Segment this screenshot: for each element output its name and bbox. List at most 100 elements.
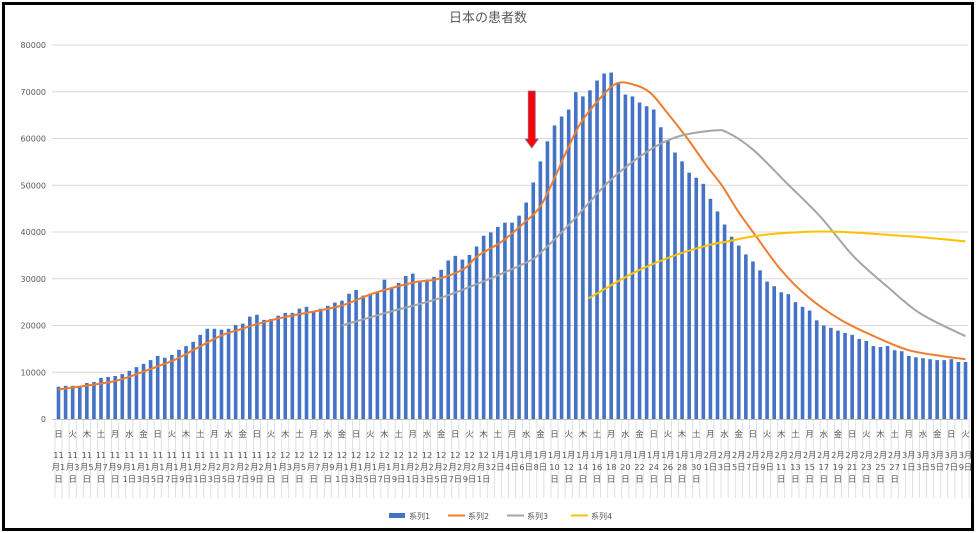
bar [481,235,486,419]
bar [821,325,826,419]
bar [744,254,748,419]
legend-swatch-bar [389,513,405,518]
x-weekday-label: 日 [54,429,62,439]
x-weekday-label: 木 [380,429,389,439]
x-weekday-label: 日 [451,429,459,439]
x-weekday-label: 土 [295,429,303,439]
x-weekday-label: 月 [905,429,913,439]
bar [311,311,316,419]
x-weekday-label: 月 [210,429,218,439]
legend-label: 系列3 [527,511,548,521]
bar [134,367,139,419]
x-weekday-label: 月 [309,429,317,439]
x-weekday-label: 日 [848,429,856,439]
bar [198,334,203,419]
bar [659,127,663,419]
bar [56,386,61,419]
x-weekday-label: 火 [69,429,77,439]
x-weekday-label: 金 [437,429,446,439]
x-weekday-label: 火 [763,429,771,439]
bar [510,222,514,419]
bar [453,255,458,419]
bar [496,226,500,419]
x-weekday-label: 土 [791,429,799,439]
bar [283,312,288,419]
y-tick-label: 60000 [21,135,46,144]
bar [666,140,670,419]
bar [205,328,210,419]
bar [92,382,96,419]
x-weekday-label: 金 [139,429,148,439]
bar [552,125,557,419]
x-weekday-label: 土 [692,429,700,439]
red-arrow-annotation [524,90,540,149]
x-weekday-label: 水 [919,429,928,439]
bar [403,275,408,419]
bar [347,293,351,419]
x-weekday-label: 火 [961,429,969,439]
bar [602,73,606,419]
bar [155,355,160,419]
bar [829,327,833,419]
bar [361,295,365,419]
x-weekday-label: 土 [394,429,402,439]
bar [439,269,443,419]
x-weekday-label: 金 [933,429,942,439]
bar [871,346,876,419]
bar [623,94,628,420]
bar [786,294,791,419]
bar [885,346,890,419]
x-weekday-label: 日 [253,429,261,439]
bar [503,222,507,419]
x-weekday-label: 木 [678,429,687,439]
bar [836,330,840,419]
chart-title: 日本の患者数 [449,11,527,26]
x-weekday-label: 日 [749,429,757,439]
bar [637,102,642,419]
bar [907,355,911,419]
bar [928,359,932,419]
bar [765,281,769,419]
x-weekday-label: 水 [820,429,829,439]
bar [368,293,373,419]
x-weekday-label: 火 [168,429,176,439]
bar [184,346,188,419]
bar [878,347,883,419]
bar [630,96,635,420]
bar [141,363,146,419]
x-weekday-label: 日 [947,429,955,439]
x-weekday-label: 月 [508,429,516,439]
bar [290,312,295,419]
y-tick-label: 0 [41,415,46,424]
bar [318,308,323,419]
x-weekday-label: 火 [664,429,672,439]
y-tick-label: 80000 [21,41,46,50]
bar [460,259,465,419]
legend: 系列1 系列2 系列3 系列4 [389,511,612,521]
bar [382,279,387,419]
bar [70,385,75,419]
x-weekday-label: 月 [111,429,119,439]
x-weekday-label: 火 [565,429,573,439]
bar [729,236,734,419]
bar [77,386,82,419]
bar [389,287,394,419]
bar [616,83,621,420]
bar [609,72,614,420]
x-weekday-label: 金 [536,429,545,439]
bar [751,261,755,419]
bar [396,282,401,419]
legend-label: 系列2 [468,511,489,521]
bar [276,315,280,419]
bar [673,152,677,419]
x-weekday-label: 木 [579,429,588,439]
bar [340,300,344,419]
bar [644,106,649,420]
bar [595,80,599,419]
bar [219,329,224,419]
x-weekday-label: 土 [494,429,502,439]
bar [949,359,954,419]
x-weekday-label: 水 [621,429,630,439]
